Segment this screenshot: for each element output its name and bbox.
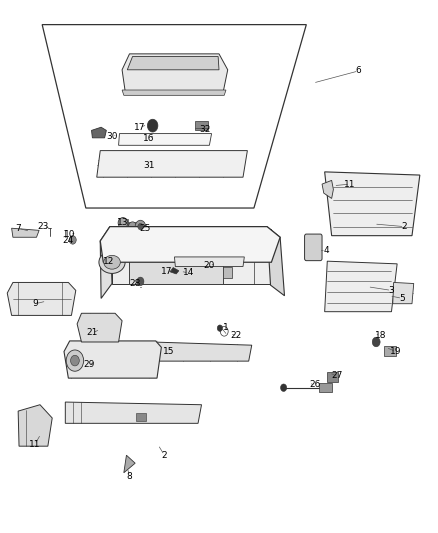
Polygon shape	[64, 341, 161, 378]
Bar	[136, 413, 146, 421]
Polygon shape	[65, 402, 201, 423]
Polygon shape	[325, 172, 420, 236]
Polygon shape	[148, 342, 252, 361]
Text: 8: 8	[127, 472, 132, 481]
Circle shape	[69, 236, 76, 244]
Circle shape	[148, 119, 158, 132]
Text: 32: 32	[199, 125, 211, 134]
Ellipse shape	[129, 222, 137, 230]
Text: 14: 14	[183, 269, 194, 277]
Polygon shape	[18, 405, 52, 446]
Bar	[96, 366, 146, 372]
Polygon shape	[127, 56, 219, 70]
Circle shape	[372, 337, 380, 347]
Bar	[195, 121, 208, 131]
Text: 28: 28	[130, 279, 141, 288]
Bar	[220, 266, 232, 278]
Text: 11: 11	[29, 440, 40, 449]
Text: 6: 6	[356, 67, 362, 75]
Text: 24: 24	[63, 237, 74, 246]
Text: 7: 7	[15, 224, 21, 233]
Bar	[384, 346, 396, 356]
Text: 3: 3	[389, 286, 394, 295]
Text: 31: 31	[143, 161, 155, 170]
Polygon shape	[119, 134, 212, 146]
Circle shape	[138, 223, 143, 230]
Ellipse shape	[99, 251, 125, 273]
Bar	[160, 58, 186, 67]
Text: 1: 1	[223, 323, 229, 332]
Text: 17: 17	[134, 123, 145, 132]
Polygon shape	[100, 227, 112, 298]
Polygon shape	[130, 259, 223, 284]
Polygon shape	[124, 455, 135, 473]
Bar	[119, 219, 128, 226]
Text: 4: 4	[323, 246, 329, 255]
Bar	[158, 233, 182, 248]
Polygon shape	[170, 268, 179, 274]
Text: 17: 17	[161, 268, 173, 276]
Circle shape	[217, 325, 223, 332]
Text: 27: 27	[331, 371, 343, 380]
Bar	[327, 372, 338, 382]
Polygon shape	[174, 257, 244, 266]
Polygon shape	[7, 282, 76, 316]
Polygon shape	[122, 54, 228, 91]
Text: 10: 10	[64, 230, 75, 239]
Text: 16: 16	[143, 134, 155, 143]
Polygon shape	[92, 127, 106, 138]
Text: 23: 23	[38, 222, 49, 231]
Polygon shape	[12, 228, 39, 237]
Polygon shape	[322, 180, 333, 198]
Polygon shape	[325, 261, 397, 312]
Text: 21: 21	[87, 328, 98, 337]
Polygon shape	[122, 90, 226, 95]
Text: 13: 13	[117, 219, 129, 228]
Circle shape	[66, 350, 84, 371]
Text: 12: 12	[103, 257, 115, 265]
Text: 19: 19	[390, 347, 402, 356]
Text: 30: 30	[106, 132, 118, 141]
Polygon shape	[100, 227, 280, 262]
Ellipse shape	[118, 217, 128, 228]
Ellipse shape	[104, 255, 120, 269]
Circle shape	[71, 356, 79, 366]
Circle shape	[137, 277, 144, 286]
Polygon shape	[42, 25, 306, 208]
Text: 29: 29	[83, 360, 95, 369]
Circle shape	[281, 384, 287, 391]
Circle shape	[135, 220, 146, 233]
Polygon shape	[97, 151, 247, 177]
Polygon shape	[393, 282, 414, 304]
Polygon shape	[112, 229, 271, 284]
Polygon shape	[267, 227, 285, 296]
Text: 20: 20	[204, 261, 215, 270]
Text: 9: 9	[33, 299, 39, 308]
Text: 18: 18	[375, 331, 386, 340]
Text: 26: 26	[309, 380, 321, 389]
FancyBboxPatch shape	[304, 234, 322, 261]
Polygon shape	[77, 313, 122, 342]
Bar	[128, 222, 136, 228]
Text: 2: 2	[162, 451, 167, 460]
Text: 15: 15	[163, 347, 174, 356]
Text: 25: 25	[139, 224, 151, 233]
Text: 22: 22	[231, 331, 242, 340]
Text: 2: 2	[402, 222, 407, 231]
Text: 11: 11	[344, 180, 356, 189]
Bar	[319, 383, 332, 392]
Bar	[193, 233, 215, 246]
Text: 5: 5	[399, 294, 405, 303]
